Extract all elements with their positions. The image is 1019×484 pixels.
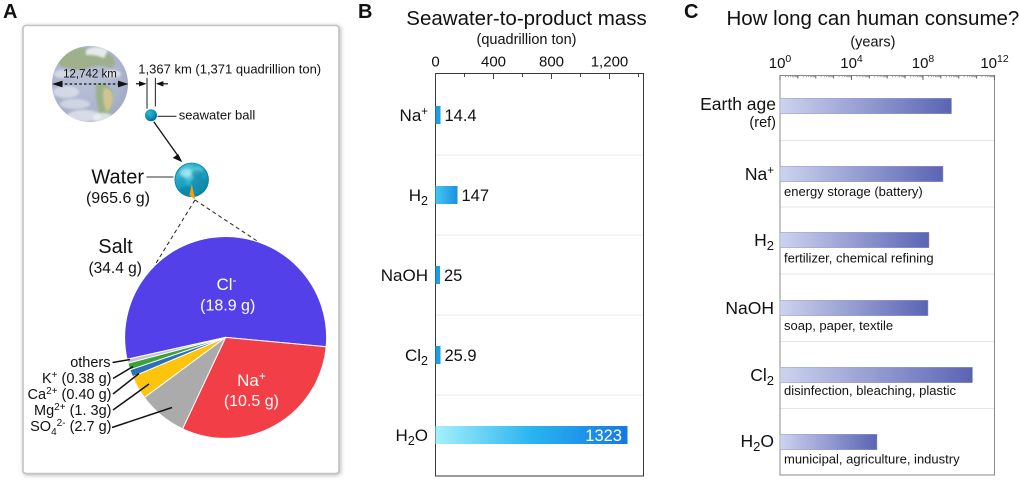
svg-text:Cl2: Cl2 bbox=[750, 365, 774, 388]
svg-text:25: 25 bbox=[444, 267, 462, 285]
svg-text:100: 100 bbox=[769, 53, 792, 72]
svg-text:Mg2+ (1. 3g): Mg2+ (1. 3g) bbox=[34, 402, 112, 419]
svg-text:municipal, agriculture, indust: municipal, agriculture, industry bbox=[784, 452, 960, 467]
svg-text:400: 400 bbox=[481, 54, 506, 71]
svg-text:fertilizer, chemical refining: fertilizer, chemical refining bbox=[784, 251, 934, 266]
svg-text:Na+: Na+ bbox=[237, 369, 266, 390]
svg-text:Na+: Na+ bbox=[745, 164, 774, 184]
svg-text:(965.6 g): (965.6 g) bbox=[86, 190, 150, 207]
svg-text:Seawater-to-product mass: Seawater-to-product mass bbox=[406, 7, 646, 30]
svg-text:others: others bbox=[70, 355, 110, 371]
svg-text:SO42- (2.7 g): SO42- (2.7 g) bbox=[30, 418, 111, 438]
svg-text:Salt: Salt bbox=[98, 236, 133, 258]
svg-text:K+ (0.38 g): K+ (0.38 g) bbox=[42, 370, 112, 387]
svg-text:0: 0 bbox=[431, 54, 439, 71]
svg-text:1,367 km (1,371 quadrillion to: 1,367 km (1,371 quadrillion ton) bbox=[138, 62, 321, 77]
svg-text:(ref): (ref) bbox=[749, 115, 776, 131]
svg-text:1323: 1323 bbox=[585, 427, 622, 445]
svg-text:12,742 km: 12,742 km bbox=[63, 69, 117, 81]
svg-text:(18.9 g): (18.9 g) bbox=[200, 298, 255, 315]
svg-text:energy storage (battery): energy storage (battery) bbox=[784, 184, 923, 199]
svg-text:108: 108 bbox=[912, 53, 935, 72]
svg-text:147: 147 bbox=[462, 187, 490, 205]
svg-text:NaOH: NaOH bbox=[381, 266, 428, 285]
svg-text:NaOH: NaOH bbox=[725, 298, 774, 318]
svg-text:Earth age: Earth age bbox=[700, 94, 776, 114]
svg-text:14.4: 14.4 bbox=[445, 107, 477, 125]
svg-text:How long can human consume?: How long can human consume? bbox=[726, 7, 1019, 30]
svg-text:(34.4 g): (34.4 g) bbox=[88, 260, 141, 277]
svg-text:800: 800 bbox=[539, 54, 564, 71]
svg-text:Cl-: Cl- bbox=[216, 273, 236, 294]
svg-text:C: C bbox=[684, 1, 698, 23]
svg-text:H2: H2 bbox=[409, 186, 428, 208]
svg-text:H2: H2 bbox=[754, 230, 774, 253]
svg-text:soap, paper, textile: soap, paper, textile bbox=[784, 318, 893, 333]
svg-text:25.9: 25.9 bbox=[445, 347, 477, 365]
svg-text:Water: Water bbox=[91, 167, 144, 189]
svg-text:Cl2: Cl2 bbox=[405, 346, 428, 368]
svg-text:disinfection, bleaching, plast: disinfection, bleaching, plastic bbox=[784, 383, 956, 398]
svg-text:1,200: 1,200 bbox=[591, 54, 629, 71]
svg-text:Ca2+ (0.40 g): Ca2+ (0.40 g) bbox=[28, 386, 112, 403]
svg-text:(years): (years) bbox=[850, 35, 895, 51]
svg-text:H2O: H2O bbox=[396, 426, 428, 448]
svg-text:seawater ball: seawater ball bbox=[179, 108, 256, 123]
svg-text:B: B bbox=[358, 1, 372, 23]
svg-text:A: A bbox=[3, 1, 17, 23]
svg-text:H2O: H2O bbox=[741, 431, 775, 454]
svg-text:1012: 1012 bbox=[980, 53, 1009, 72]
svg-text:104: 104 bbox=[840, 53, 863, 72]
svg-text:Na+: Na+ bbox=[400, 106, 429, 125]
svg-text:(quadrillion ton): (quadrillion ton) bbox=[477, 32, 577, 48]
svg-text:(10.5 g): (10.5 g) bbox=[224, 393, 279, 410]
